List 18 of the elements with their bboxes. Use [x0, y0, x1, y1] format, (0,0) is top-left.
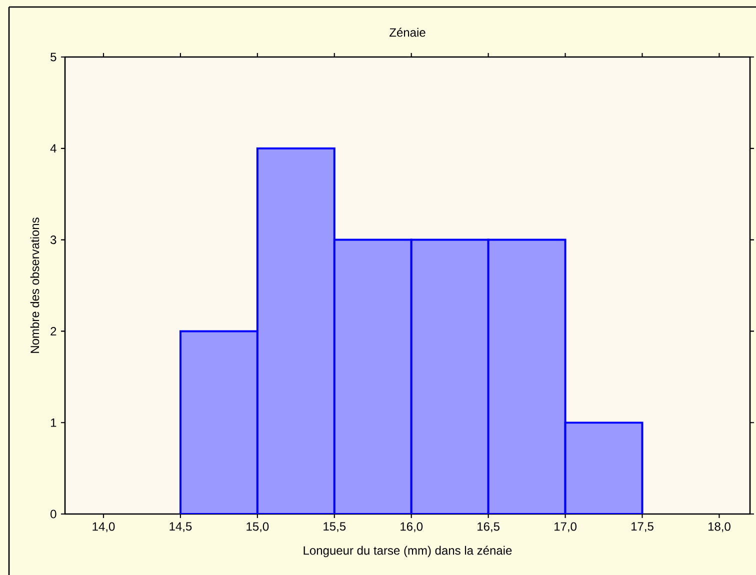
y-tick-label: 1 — [50, 418, 56, 427]
x-tick-label: 16,5 — [478, 522, 500, 532]
x-tick-label: 17,5 — [632, 522, 654, 532]
y-tick-label: 3 — [50, 236, 56, 244]
x-tick-label: 15,5 — [324, 522, 346, 532]
x-tick-label: 16,0 — [400, 522, 423, 532]
x-axis-title: Longueur du tarse (mm) dans la zénaie — [304, 546, 512, 558]
x-tick-label: 14,0 — [92, 522, 115, 532]
y-tick-label: 5 — [50, 52, 56, 62]
x-tick-label: 14,5 — [170, 522, 192, 532]
x-tick-label: 15,0 — [246, 522, 269, 532]
x-tick-label: 18,0 — [708, 522, 730, 532]
x-tick-label: 17,0 — [554, 522, 576, 532]
y-axis-title: Nombre des observations — [30, 218, 40, 353]
y-tick-label: 0 — [50, 510, 56, 518]
chart-title: Zénaie — [390, 28, 426, 37]
y-tick-label: 2 — [50, 327, 56, 336]
y-tick-label: 4 — [50, 144, 56, 153]
